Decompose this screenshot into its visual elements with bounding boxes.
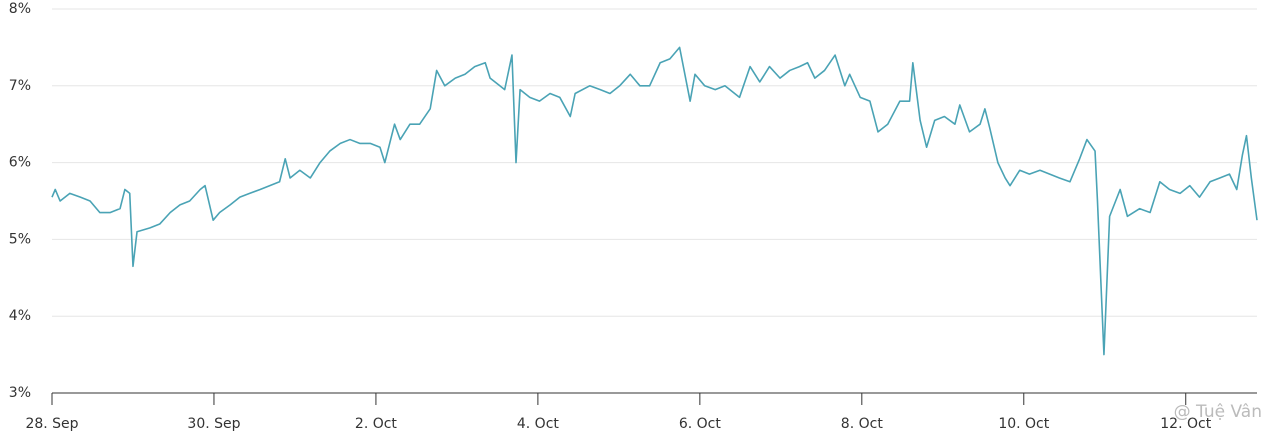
y-tick-label: 8% bbox=[9, 1, 31, 17]
line bbox=[51, 46, 1258, 356]
y-tick-label: 4% bbox=[9, 308, 31, 324]
x-tick-label: 4. Oct bbox=[517, 416, 560, 432]
x-tick-label: 2. Oct bbox=[355, 416, 398, 432]
y-tick-label: 3% bbox=[9, 385, 31, 401]
x-tick-label: 28. Sep bbox=[25, 416, 78, 432]
x-tick-label: 8. Oct bbox=[841, 416, 884, 432]
x-tick-label: 30. Sep bbox=[187, 416, 240, 432]
watermark: @ Tuệ Vân bbox=[1174, 402, 1262, 422]
x-tick-label: 12. Oct bbox=[1160, 416, 1211, 432]
x-tick-label: 10. Oct bbox=[998, 416, 1049, 432]
y-tick-label: 5% bbox=[9, 231, 31, 247]
y-tick-label: 7% bbox=[9, 78, 31, 94]
x-tick-label: 6. Oct bbox=[679, 416, 722, 432]
y-tick-label: 6% bbox=[9, 155, 31, 171]
